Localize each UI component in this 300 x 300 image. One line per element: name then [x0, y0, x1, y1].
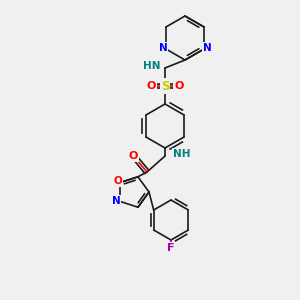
- Text: NH: NH: [173, 149, 190, 159]
- Text: O: O: [114, 176, 122, 186]
- Text: O: O: [146, 81, 156, 91]
- Text: N: N: [159, 43, 167, 53]
- Text: N: N: [203, 43, 212, 53]
- Text: O: O: [128, 151, 138, 161]
- Text: N: N: [112, 196, 120, 206]
- Text: F: F: [167, 243, 175, 253]
- Text: S: S: [161, 80, 169, 92]
- Text: O: O: [174, 81, 184, 91]
- Text: HN: HN: [143, 61, 161, 71]
